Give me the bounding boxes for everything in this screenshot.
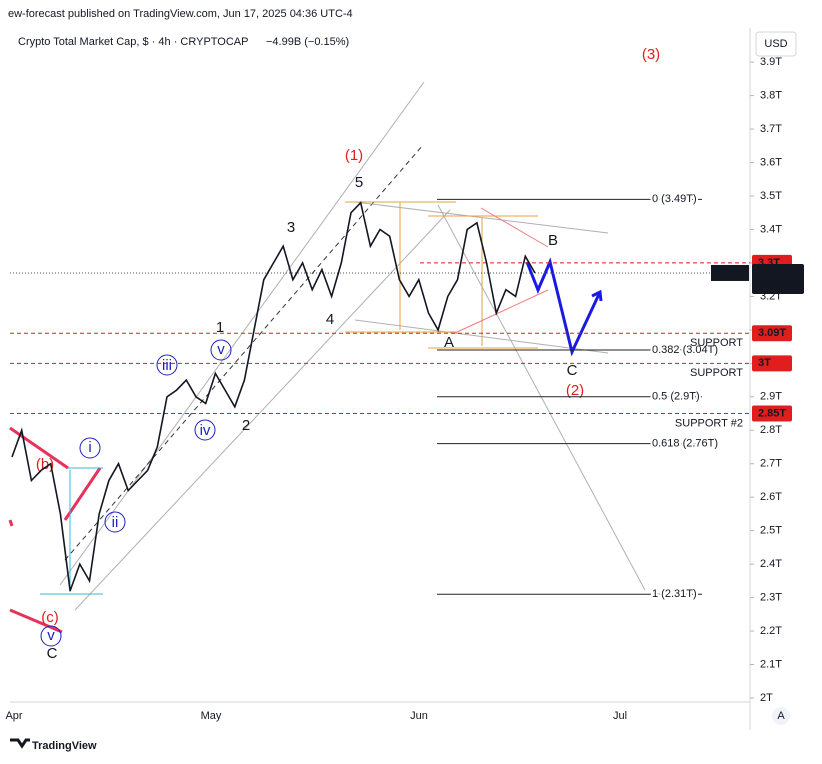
y-tick-label: 3.4T (760, 223, 782, 235)
wave-label: C (567, 362, 578, 379)
y-tick-label: 3.6T (760, 156, 782, 168)
fib-label: 0.618 (2.76T) (652, 438, 718, 450)
symbol-tag (711, 264, 749, 281)
fib-label: 0.382 (3.04T) (652, 344, 718, 356)
y-tick-label: 2.2T (760, 625, 782, 637)
symbol: Crypto Total Market Cap, $ · 4h · CRYPTO… (18, 36, 248, 48)
wave-label: (b) (36, 456, 54, 473)
level-tag (752, 325, 792, 342)
last-tag (752, 263, 804, 294)
wave-label: A (444, 334, 454, 351)
wave-circle (40, 625, 62, 647)
triangle (454, 207, 549, 334)
currency-button[interactable] (755, 31, 797, 57)
wave-label: (1) (345, 147, 363, 164)
wave-label: v (47, 627, 55, 644)
level-note: SUPPORT #2 (675, 417, 743, 429)
wave-label: (c) (41, 609, 59, 626)
x-tick-label: Jul (613, 710, 627, 722)
level-note: SUPPORT (690, 367, 743, 379)
level-tag-label: 3T (758, 357, 771, 369)
level-note: SUPPORT (690, 337, 743, 349)
wave-label: 2 (242, 417, 250, 434)
y-tick-label: 3.5T (760, 190, 782, 202)
brand-logo (10, 738, 30, 749)
y-tick-label: 3.7T (760, 123, 782, 135)
level-tag (752, 355, 792, 372)
countdown: 03:23:18 (758, 279, 801, 291)
wave-circle (104, 511, 126, 533)
wave-label: v (217, 341, 225, 358)
y-tick-label: 2.1T (760, 658, 782, 670)
y-tick-label: 2.6T (760, 491, 782, 503)
x-tick-label: May (201, 710, 222, 722)
y-tick-label: 2.8T (760, 424, 782, 436)
wave-label: (2) (566, 382, 584, 399)
left-wedge (8, 426, 102, 634)
wave-circle (79, 437, 101, 459)
cyan-box (40, 467, 103, 595)
measure-boxes (345, 201, 538, 349)
wave-circle (194, 419, 216, 441)
brand: TradingView (32, 740, 97, 752)
y-tick-label: 2.9T (760, 391, 782, 403)
wave-label: C (47, 645, 58, 662)
wave-label: ii (112, 514, 119, 531)
x-tick-label: Jun (410, 710, 428, 722)
wave-label: 5 (355, 174, 363, 191)
projection-arrow (591, 289, 603, 302)
level-tag-label: 3.09T (758, 327, 786, 339)
wave-label: iii (162, 357, 172, 374)
wave-label: B (548, 232, 558, 249)
level-tag-label: 2.85T (758, 407, 786, 419)
wave-label: (3) (642, 46, 660, 63)
last-tag-label: 3.27T (758, 266, 786, 278)
y-tick-label: 2.4T (760, 558, 782, 570)
wave-label: i (88, 439, 91, 456)
fib-label: 0.5 (2.9T) (652, 391, 700, 403)
y-tick-label: 3.8T (760, 90, 782, 102)
y-tick-label: 2.3T (760, 591, 782, 603)
symbol-tag-label: TOTAL (712, 267, 748, 279)
wave-label: iv (200, 422, 211, 439)
wave-circle (210, 339, 232, 361)
scale-button[interactable] (772, 707, 790, 725)
price-line (11, 201, 536, 592)
published: ew-forecast published on TradingView.com… (8, 8, 353, 20)
fib-label: 1 (2.31T) (652, 588, 697, 600)
change: −4.99B (−0.15%) (266, 36, 349, 48)
y-tick-label: 3.9T (760, 56, 782, 68)
scale-mode[interactable]: A (777, 710, 785, 722)
wave-label: 4 (326, 311, 334, 328)
wave-label: 1 (216, 319, 224, 336)
wave-label: 3 (287, 219, 295, 236)
y-tick-label: 2.5T (760, 525, 782, 537)
level-tag (752, 405, 792, 422)
currency[interactable]: USD (764, 38, 787, 50)
wave-circle (156, 354, 178, 376)
annotations (59, 81, 646, 611)
y-tick-label: 2.7T (760, 458, 782, 470)
projection (525, 257, 602, 357)
y-tick-label: 2T (760, 692, 773, 704)
x-tick-label: Apr (5, 710, 22, 722)
fib-label: 0 (3.49T) (652, 193, 697, 205)
